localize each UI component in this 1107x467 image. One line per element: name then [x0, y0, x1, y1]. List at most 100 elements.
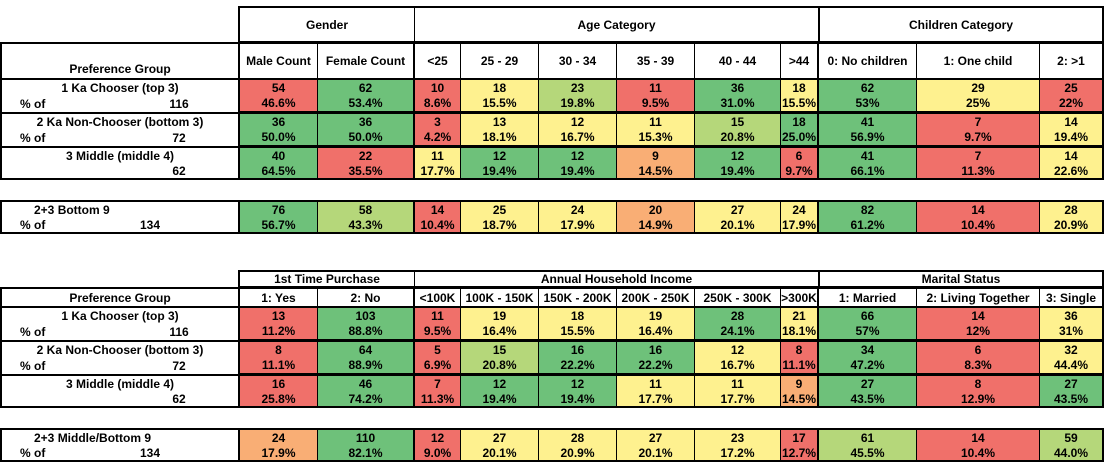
percent-cell: 14.9% [617, 217, 695, 234]
percent-cell: 11.3% [415, 391, 461, 408]
percent-cell: 16.7% [695, 357, 781, 374]
percent-cell: 19.4% [539, 391, 617, 408]
percent-cell: 45.5% [819, 445, 917, 462]
count-cell: 20 [617, 200, 695, 217]
count-cell: 62 [318, 78, 415, 95]
row-name: 3 Middle (middle 4) [0, 146, 238, 163]
count-cell: 10 [415, 78, 461, 95]
column-header: 30 - 34 [539, 42, 617, 78]
count-cell: 16 [238, 374, 318, 391]
count-cell: 9 [617, 146, 695, 163]
count-cell: 13 [461, 112, 539, 129]
percent-cell: 20.8% [461, 357, 539, 374]
count-cell: 54 [238, 78, 318, 95]
count-cell: 18 [781, 112, 819, 129]
percent-cell: 31.0% [695, 95, 781, 112]
percent-cell: 22.2% [617, 357, 695, 374]
row-total: 72 [172, 358, 186, 373]
count-cell: 14 [415, 200, 461, 217]
percent-cell: 20.1% [617, 445, 695, 462]
count-cell: 103 [318, 306, 415, 323]
count-cell: 28 [1040, 200, 1104, 217]
count-cell: 36 [1040, 306, 1104, 323]
count-cell: 36 [695, 78, 781, 95]
count-cell: 8 [917, 374, 1040, 391]
count-cell: 16 [617, 340, 695, 357]
percent-cell: 10.4% [415, 217, 461, 234]
count-cell: 62 [819, 78, 917, 95]
row-name: 3 Middle (middle 4) [0, 374, 238, 391]
column-header: 200K - 250K [617, 287, 695, 306]
percent-cell: 61.2% [819, 217, 917, 234]
count-cell: 40 [238, 146, 318, 163]
count-cell: 11 [617, 112, 695, 129]
column-header: 1: Yes [238, 287, 318, 306]
column-header: 250K - 300K [695, 287, 781, 306]
percent-cell: 43.5% [1040, 391, 1104, 408]
column-header: <25 [415, 42, 461, 78]
percent-cell: 43.5% [819, 391, 917, 408]
percent-cell: 15.5% [539, 323, 617, 340]
percent-cell: 20.8% [695, 129, 781, 146]
count-cell: 6 [917, 340, 1040, 357]
column-header: >300K [781, 287, 819, 306]
count-cell: 41 [819, 112, 917, 129]
count-cell: 21 [781, 306, 819, 323]
percent-cell: 56.7% [238, 217, 318, 234]
count-cell: 61 [819, 428, 917, 445]
row-name: 1 Ka Chooser (top 3) [0, 78, 238, 95]
count-cell: 28 [695, 306, 781, 323]
count-cell: 8 [781, 340, 819, 357]
count-cell: 25 [461, 200, 539, 217]
row-name: 2+3 Bottom 9 [0, 200, 238, 217]
percent-cell: 20.9% [1040, 217, 1104, 234]
row-pct-label: % of [0, 129, 120, 146]
group-header: Gender [238, 6, 415, 42]
column-header: 40 - 44 [695, 42, 781, 78]
count-cell: 18 [539, 306, 617, 323]
percent-cell: 17.7% [695, 391, 781, 408]
column-header: 1: One child [917, 42, 1040, 78]
count-cell: 27 [819, 374, 917, 391]
count-cell: 5 [415, 340, 461, 357]
count-cell: 18 [781, 78, 819, 95]
percent-cell: 22.2% [539, 357, 617, 374]
percent-cell: 19.8% [539, 95, 617, 112]
preference-group-label: Preference Group [0, 42, 238, 78]
count-cell: 11 [617, 374, 695, 391]
percent-cell: 19.4% [695, 163, 781, 180]
count-cell: 32 [1040, 340, 1104, 357]
row-total: 134 [120, 217, 238, 234]
count-cell: 25 [1040, 78, 1104, 95]
count-cell: 34 [819, 340, 917, 357]
count-cell: 24 [781, 200, 819, 217]
count-cell: 7 [917, 112, 1040, 129]
percent-cell: 44.4% [1040, 357, 1104, 374]
percent-cell: 19.4% [461, 163, 539, 180]
column-header: 35 - 39 [617, 42, 695, 78]
count-cell: 12 [539, 112, 617, 129]
percent-cell: 12.7% [781, 445, 819, 462]
percent-cell: 35.5% [318, 163, 415, 180]
percent-cell: 47.2% [819, 357, 917, 374]
count-cell: 12 [415, 428, 461, 445]
percent-cell: 18.1% [461, 129, 539, 146]
percent-cell: 17.2% [695, 445, 781, 462]
percent-cell: 56.9% [819, 129, 917, 146]
row-pct-label: % of [0, 95, 120, 112]
percent-cell: 15.3% [617, 129, 695, 146]
column-header: 150K - 200K [539, 287, 617, 306]
percent-cell: 8.6% [415, 95, 461, 112]
column-header: 0: No children [819, 42, 917, 78]
percent-cell: 53.4% [318, 95, 415, 112]
group-header: Marital Status [819, 270, 1104, 287]
percent-cell: 14.5% [781, 391, 819, 408]
count-cell: 14 [1040, 112, 1104, 129]
count-cell: 23 [695, 428, 781, 445]
percent-cell: 19.4% [539, 163, 617, 180]
group-header: Children Category [819, 6, 1104, 42]
percent-cell: 88.8% [318, 323, 415, 340]
count-cell: 59 [1040, 428, 1104, 445]
count-cell: 12 [539, 374, 617, 391]
percent-cell: 57% [819, 323, 917, 340]
